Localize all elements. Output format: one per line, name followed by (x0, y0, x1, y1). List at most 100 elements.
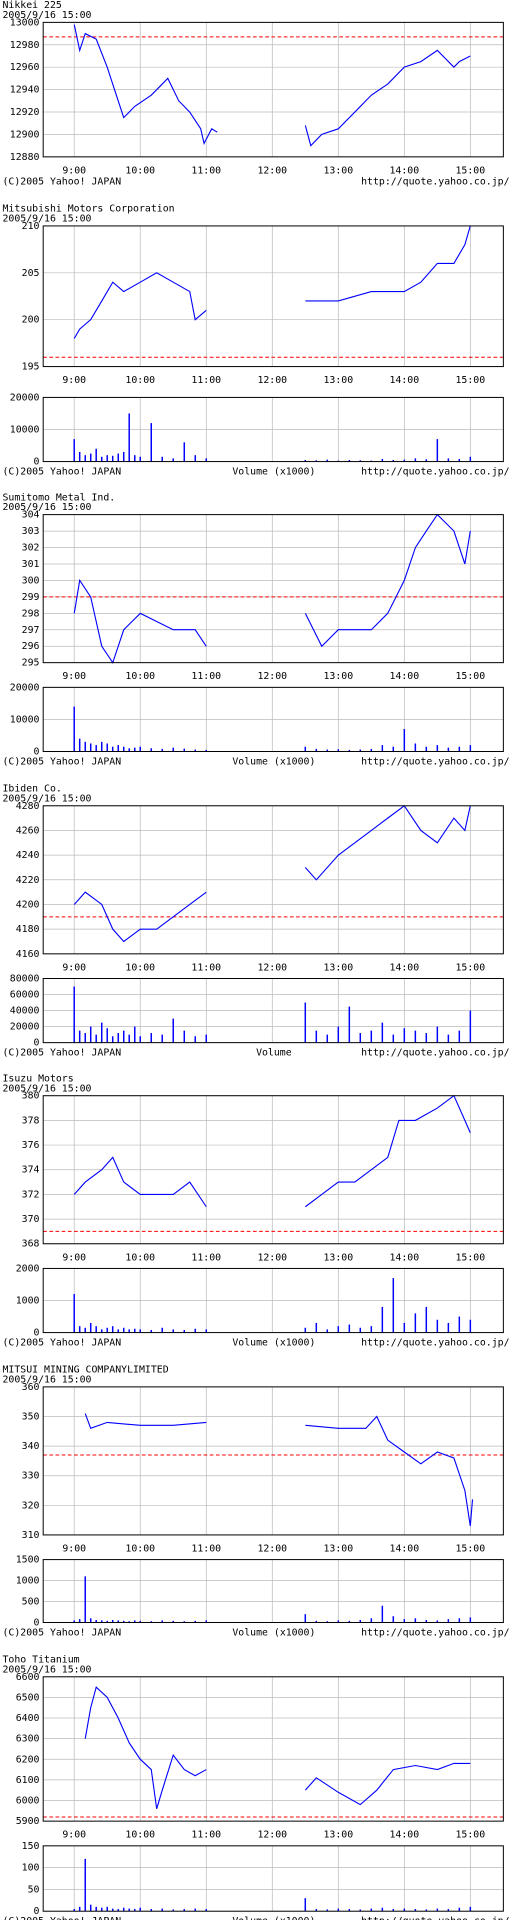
plot-frame (42, 21, 504, 158)
volume-bar (326, 459, 329, 462)
volume-bar (348, 1909, 351, 1912)
volume-bar (84, 741, 86, 752)
x-tick-label: 15:00 (456, 1830, 486, 1841)
y-tick-label: 4160 (16, 949, 40, 960)
y-tick-label: 302 (22, 543, 40, 554)
y-tick-label: 0 (34, 1328, 40, 1339)
volume-bar (183, 1909, 186, 1912)
y-tick-label: 12980 (10, 40, 40, 51)
y-tick-label: 200 (22, 315, 40, 326)
volume-bar (403, 729, 406, 752)
volume-bar (436, 1908, 439, 1912)
y-tick-label: 376 (22, 1140, 40, 1151)
volume-bar (326, 1909, 329, 1912)
volume-bar (392, 1278, 395, 1333)
volume-bar (101, 741, 103, 752)
x-tick-label: 15:00 (456, 165, 486, 176)
chart-subtitle: 2005/9/16 15:00 (2, 10, 91, 21)
x-tick-label: 15:00 (456, 671, 486, 682)
plot-frame (42, 1386, 504, 1536)
y-tick-label: 12920 (10, 107, 40, 118)
volume-bar (304, 1614, 307, 1623)
volume-bar (447, 747, 450, 752)
x-tick-label: 12:00 (257, 1830, 287, 1841)
chart-subtitle: 2005/9/16 15:00 (2, 214, 91, 225)
volume-bar (95, 745, 97, 752)
y-tick-label: 310 (22, 1530, 40, 1541)
volume-bar (436, 1026, 439, 1043)
y-tick-label: 80000 (10, 974, 40, 985)
y-tick-label: 50 (28, 1884, 40, 1895)
volume-bar (315, 1030, 318, 1043)
volume-bar (84, 1327, 86, 1333)
volume-bar (111, 1908, 114, 1912)
volume-bar (78, 451, 81, 462)
volume-bar (161, 1908, 163, 1912)
volume-bar (458, 1316, 461, 1333)
volume-bar (106, 1620, 108, 1623)
volume-bar (392, 1034, 395, 1043)
volume-bar (348, 1620, 351, 1623)
x-tick-label: 15:00 (456, 962, 486, 973)
x-tick-label: 10:00 (125, 671, 155, 682)
x-tick-label: 11:00 (191, 1830, 221, 1841)
volume-bar (403, 1908, 406, 1912)
plot-area (43, 1845, 504, 1912)
volume-bar (150, 1621, 153, 1623)
volume-bar (183, 1621, 186, 1623)
y-tick-label: 205 (22, 268, 40, 279)
volume-bar (78, 738, 81, 752)
volume-bar (139, 1620, 141, 1623)
x-tick-label: 15:00 (456, 375, 486, 386)
volume-bar (392, 459, 395, 462)
x-tick-label: 10:00 (125, 1830, 155, 1841)
volume-bar (194, 455, 196, 462)
volume-bar (117, 1620, 119, 1623)
volume-bar (205, 1909, 207, 1912)
x-tick-label: 11:00 (191, 671, 221, 682)
x-tick-label: 9:00 (62, 1543, 86, 1554)
volume-bar (348, 749, 351, 752)
volume-bar (370, 1618, 373, 1623)
plot-area (43, 514, 504, 663)
volume-bar (128, 748, 130, 752)
chart-title: MITSUI MINING COMPANYLIMITED (2, 1365, 168, 1376)
volume-bar (414, 1618, 417, 1623)
x-tick-label: 12:00 (257, 962, 287, 973)
volume-bar (447, 1619, 450, 1623)
y-tick-label: 320 (22, 1500, 40, 1511)
y-tick-label: 12900 (10, 129, 40, 140)
volume-bar (205, 1620, 207, 1623)
volume-bar (436, 439, 439, 462)
y-tick-label: 295 (22, 658, 40, 669)
y-tick-label: 20000 (10, 392, 40, 403)
volume-bar (425, 1306, 428, 1333)
plot-frame (42, 805, 504, 955)
volume-bar (106, 1327, 108, 1333)
plot-frame (42, 514, 504, 664)
volume-bar (117, 1329, 119, 1333)
y-tick-label: 2000 (16, 1263, 40, 1274)
price-line (73, 513, 471, 664)
y-tick-label: 360 (22, 1382, 40, 1393)
volume-bar (134, 1328, 136, 1333)
volume-bar (414, 743, 417, 752)
x-axis-label: Volume (x1000) (232, 1916, 315, 1920)
y-tick-label: 372 (22, 1189, 40, 1200)
y-tick-label: 1000 (16, 1296, 40, 1307)
volume-bar (315, 1322, 318, 1333)
volume-bar (381, 745, 384, 752)
x-tick-label: 12:00 (257, 375, 287, 386)
volume-bar (337, 1908, 340, 1912)
volume-bar (161, 1034, 163, 1043)
volume-bar (111, 1326, 114, 1333)
y-tick-label: 60000 (10, 990, 40, 1001)
y-tick-label: 300 (22, 575, 40, 586)
volume-bar (150, 748, 153, 752)
volume-bar (117, 1909, 119, 1912)
volume-bar (101, 1022, 103, 1043)
credit: (C)2005 Yahoo! JAPAN (2, 1627, 121, 1638)
x-tick-label: 13:00 (323, 1252, 353, 1263)
volume-bar (381, 1605, 384, 1623)
volume-bar (139, 746, 141, 752)
